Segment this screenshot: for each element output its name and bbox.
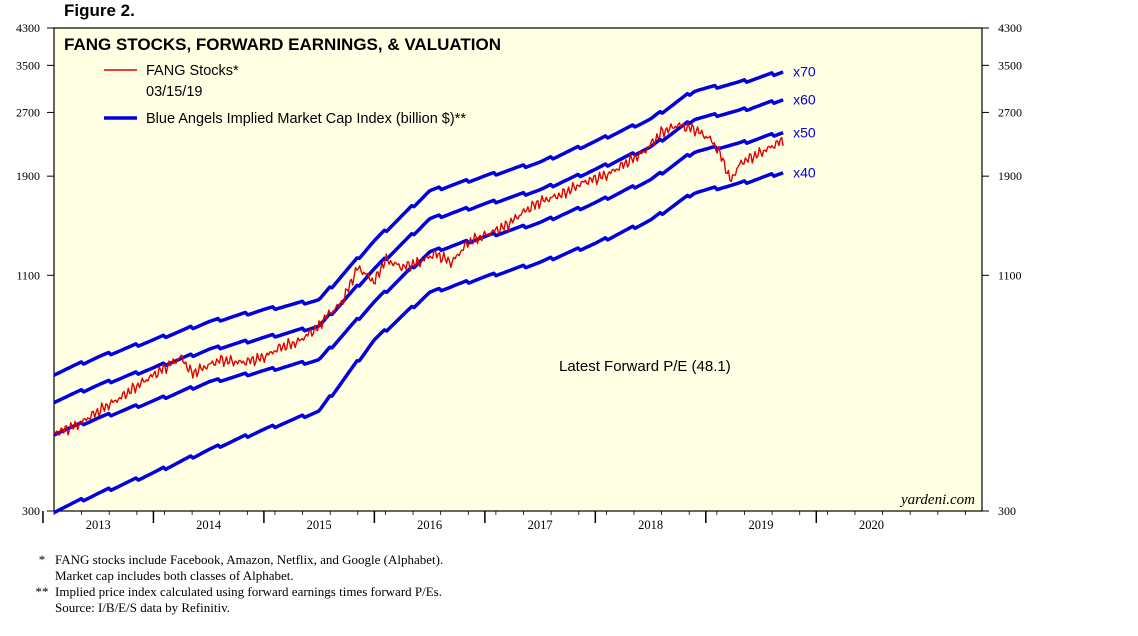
legend-fang-label: FANG Stocks* (146, 63, 239, 79)
legend-blue-label: Blue Angels Implied Market Cap Index (bi… (146, 111, 466, 127)
footnote-4: Source: I/B/E/S data by Refinitiv. (55, 600, 230, 615)
y-tick-label-right: 1900 (998, 169, 1022, 183)
footnote-1: * FANG stocks include Facebook, Amazon, N… (38, 552, 444, 567)
y-tick-label-right: 2700 (998, 105, 1022, 119)
y-tick-label-right: 300 (998, 504, 1016, 518)
x-tick-label: 2018 (638, 518, 663, 532)
y-tick-label-left: 1900 (16, 169, 40, 183)
footnote-3: ** Implied price index calculated using f… (35, 584, 443, 599)
band-label-x50: x50 (793, 124, 816, 140)
band-line-x70 (53, 70, 784, 377)
series-layer: x70 x60 x50 x40 (53, 64, 816, 515)
x-tick-label: 2020 (859, 518, 884, 532)
yardeni-watermark: yardeni.com (899, 492, 975, 508)
legend-fang-date: 03/15/19 (146, 84, 202, 100)
y-tick-label-left: 300 (22, 504, 40, 518)
x-tick-label: 2015 (307, 518, 332, 532)
band-line-x60 (53, 98, 784, 405)
y-tick-label-left: 2700 (16, 105, 40, 119)
y-tick-label-left: 4300 (16, 21, 40, 35)
y-tick-label-right: 3500 (998, 58, 1022, 72)
y-tick-label-right: 4300 (998, 21, 1022, 35)
x-tick-label: 2017 (528, 518, 553, 532)
band-label-x70: x70 (793, 64, 816, 80)
y-tick-label-right: 1100 (998, 268, 1022, 282)
footnotes: * FANG stocks include Facebook, Amazon, N… (30, 552, 444, 616)
band-label-x40: x40 (793, 164, 816, 180)
y-tick-label-left: 3500 (16, 58, 40, 72)
x-tick-label: 2014 (196, 518, 222, 532)
fang-chart: 300 300 1100 1100 1900 1900 2700 2700 3500 3500 43… (16, 21, 1022, 532)
x-tick-label: 2013 (86, 518, 111, 532)
x-tick-label: 2016 (417, 518, 442, 532)
x-tick-label: 2019 (749, 518, 774, 532)
band-line-x40 (53, 171, 784, 515)
chart-title: FANG STOCKS, FORWARD EARNINGS, & VALUATI… (64, 35, 501, 54)
pe-annotation: Latest Forward P/E (48.1) (559, 358, 731, 375)
y-tick-label-left: 1100 (16, 268, 40, 282)
fang-price-line (53, 122, 784, 436)
band-label-x60: x60 (793, 91, 816, 107)
footnote-2: Market cap includes both classes of Alph… (55, 568, 294, 583)
plot-area (53, 27, 983, 512)
axes: 300 300 1100 1100 1900 1900 2700 2700 3500 3500 43… (16, 21, 1022, 532)
figure-label: Figure 2. (64, 1, 135, 20)
